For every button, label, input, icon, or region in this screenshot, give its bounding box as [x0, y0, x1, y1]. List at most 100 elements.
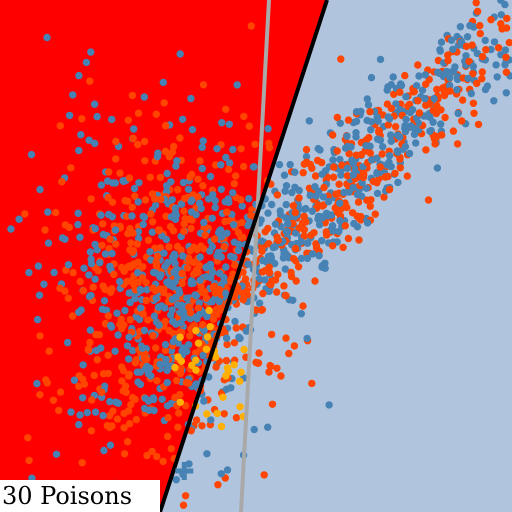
blue-point: [394, 178, 402, 187]
blue-point: [184, 341, 193, 349]
blue-point: [227, 252, 235, 260]
blue-point: [106, 397, 114, 406]
orange-point: [273, 288, 281, 296]
orange-point: [181, 194, 189, 203]
blue-point: [100, 446, 108, 455]
blue-point: [162, 355, 170, 364]
blue-point: [105, 210, 113, 219]
orange-point: [153, 452, 161, 461]
blue-point: [91, 240, 99, 249]
blue-point: [291, 168, 299, 176]
orange-point: [355, 236, 363, 244]
blue-point: [99, 411, 107, 420]
blue-point: [363, 116, 371, 125]
orange-point: [396, 164, 404, 172]
blue-point: [235, 240, 243, 249]
blue-point: [163, 169, 171, 178]
orange-point: [113, 415, 122, 423]
blue-point: [85, 271, 93, 279]
orange-point: [252, 358, 260, 367]
blue-point: [154, 149, 162, 157]
blue-point: [44, 208, 52, 216]
blue-point: [151, 201, 160, 209]
orange-point: [142, 355, 151, 364]
poison-point: [237, 368, 245, 376]
orange-point: [369, 177, 378, 186]
blue-point: [164, 258, 172, 267]
orange-point: [109, 407, 117, 415]
blue-point: [437, 38, 446, 46]
orange-point: [149, 284, 157, 292]
blue-point: [490, 97, 498, 105]
blue-point: [128, 212, 136, 220]
blue-point: [352, 117, 361, 126]
blue-point: [145, 406, 153, 414]
blue-point: [116, 277, 124, 286]
blue-point: [351, 165, 360, 173]
blue-point: [308, 207, 316, 215]
blue-point: [206, 172, 215, 181]
poison-point: [230, 361, 238, 369]
blue-point: [52, 450, 61, 458]
blue-point: [217, 253, 225, 261]
blue-point: [231, 317, 239, 326]
orange-point: [157, 195, 165, 204]
blue-point: [124, 355, 133, 363]
orange-point: [214, 481, 222, 489]
blue-point: [454, 109, 462, 118]
orange-point: [469, 99, 478, 108]
orange-point: [247, 211, 255, 219]
orange-point: [209, 315, 218, 323]
blue-point: [284, 220, 292, 228]
orange-point: [151, 195, 159, 203]
orange-point: [169, 142, 178, 151]
orange-point: [45, 347, 53, 355]
blue-point: [146, 364, 154, 372]
orange-point: [104, 312, 113, 320]
blue-point: [98, 305, 107, 313]
orange-point: [274, 236, 282, 245]
blue-point: [373, 169, 381, 178]
blue-point: [199, 137, 207, 145]
blue-point: [302, 152, 311, 161]
blue-point: [44, 239, 53, 247]
blue-point: [297, 238, 305, 246]
orange-point: [177, 246, 185, 254]
orange-point: [61, 287, 69, 295]
orange-point: [161, 122, 170, 130]
blue-point: [125, 289, 133, 297]
blue-point: [322, 209, 331, 217]
orange-point: [232, 172, 240, 180]
orange-point: [88, 396, 96, 404]
blue-point: [319, 193, 328, 201]
orange-point: [156, 173, 165, 182]
blue-point: [101, 250, 110, 258]
blue-point: [473, 49, 481, 58]
blue-point: [163, 366, 171, 375]
blue-point: [217, 185, 225, 193]
orange-point: [476, 21, 484, 30]
blue-point: [91, 224, 100, 233]
blue-point: [152, 294, 160, 303]
blue-point: [198, 164, 206, 173]
blue-point: [168, 295, 177, 304]
orange-point: [144, 236, 153, 244]
blue-point: [421, 94, 429, 103]
orange-point: [185, 303, 193, 311]
orange-point: [127, 400, 135, 409]
blue-point: [198, 143, 206, 151]
blue-point: [77, 131, 85, 139]
blue-point: [160, 249, 168, 257]
orange-point: [299, 169, 307, 177]
blue-point: [178, 305, 187, 313]
orange-point: [245, 122, 253, 130]
orange-point: [322, 228, 330, 236]
blue-point: [135, 315, 144, 324]
blue-point: [149, 394, 158, 402]
blue-point: [282, 200, 290, 209]
blue-point: [469, 62, 477, 71]
orange-point: [104, 351, 112, 359]
blue-point: [412, 82, 421, 90]
blue-point: [363, 95, 371, 103]
orange-point: [161, 346, 170, 355]
